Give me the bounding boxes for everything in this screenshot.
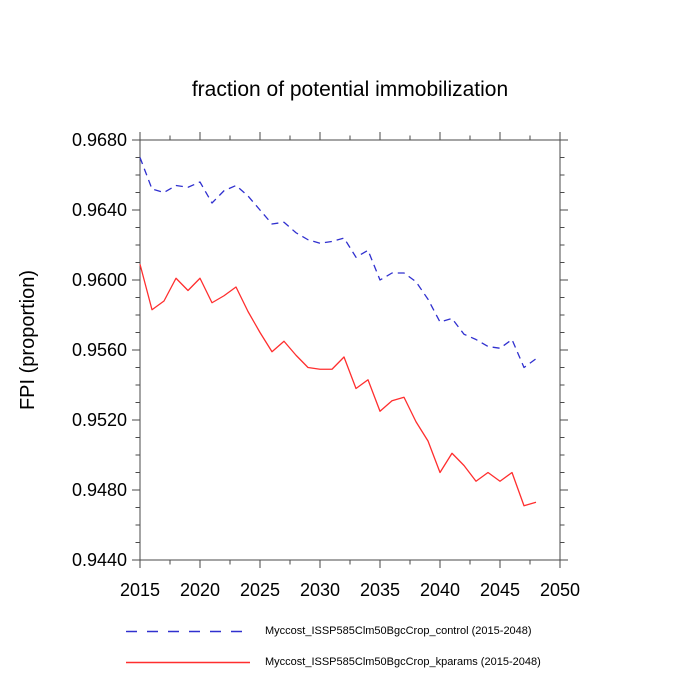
y-tick-label: 0.9480 — [72, 480, 127, 500]
y-tick-label: 0.9600 — [72, 270, 127, 290]
y-tick-label: 0.9640 — [72, 200, 127, 220]
x-tick-label: 2045 — [480, 580, 520, 600]
legend-item-control: Myccost_ISSP585Clm50BgcCrop_control (201… — [125, 623, 532, 639]
control-dashed-line-swatch — [126, 630, 250, 632]
x-tick-label: 2040 — [420, 580, 460, 600]
x-tick-label: 2020 — [180, 580, 220, 600]
y-tick-label: 0.9520 — [72, 410, 127, 430]
control-series-line — [139, 157, 537, 369]
x-tick-label: 2050 — [540, 580, 580, 600]
kparams-series-line — [139, 264, 537, 507]
chart-title: fraction of potential immobilization — [191, 78, 509, 101]
y-tick-label: 0.9440 — [72, 550, 127, 570]
kparams-solid-line-swatch — [126, 661, 250, 663]
x-tick-label: 2025 — [240, 580, 280, 600]
x-tick-label: 2015 — [120, 580, 160, 600]
y-tick-label: 0.9560 — [72, 340, 127, 360]
y-tick-label: 0.9680 — [72, 130, 127, 150]
y-axis-title: FPI (proportion) — [17, 269, 39, 411]
legend-item-kparams: Myccost_ISSP585Clm50BgcCrop_kparams (201… — [125, 654, 541, 670]
legend-label-kparams: Myccost_ISSP585Clm50BgcCrop_kparams (201… — [265, 656, 541, 668]
x-tick-label: 2035 — [360, 580, 400, 600]
axis-frame — [139, 139, 561, 561]
legend-label-control: Myccost_ISSP585Clm50BgcCrop_control (201… — [265, 625, 532, 637]
x-tick-label: 2030 — [300, 580, 340, 600]
